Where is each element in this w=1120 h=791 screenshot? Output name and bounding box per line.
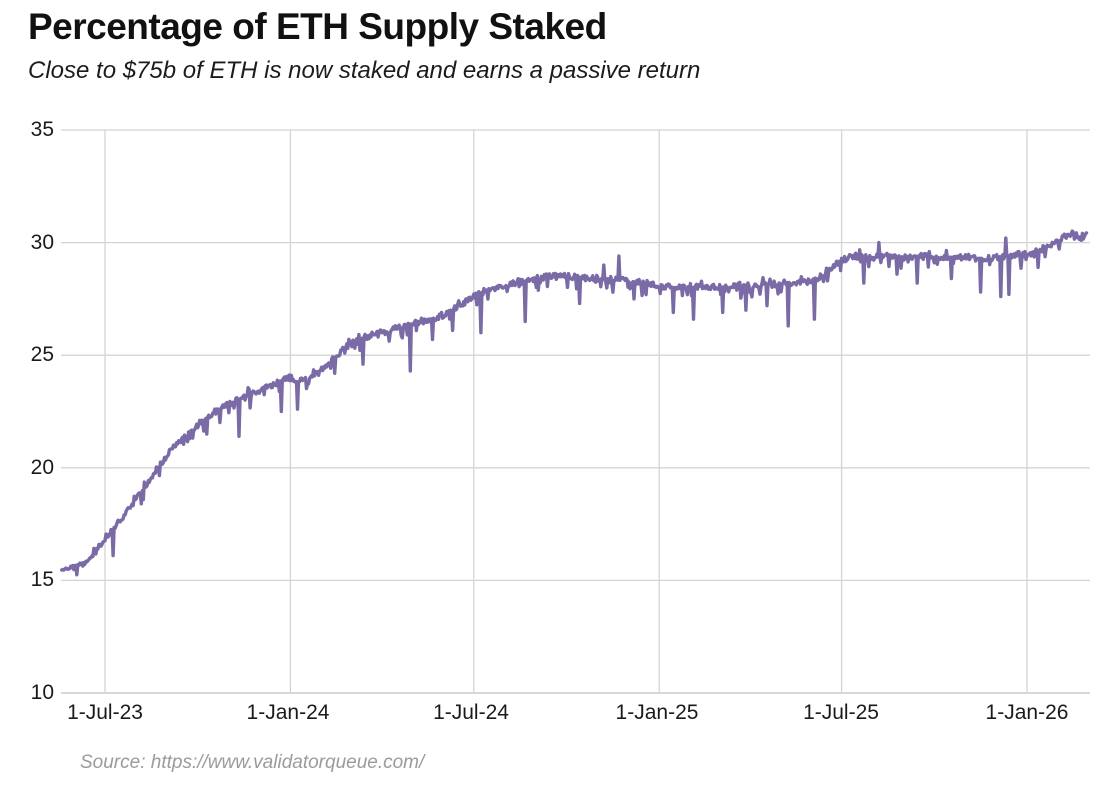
chart-title: Percentage of ETH Supply Staked [28, 6, 607, 47]
y-tick-35: 35 [30, 118, 54, 141]
y-tick-30: 30 [30, 231, 54, 254]
x-tick-jul23: 1-Jul-23 [67, 701, 143, 724]
source-note: Source: https://www.validatorqueue.com/ [80, 752, 425, 773]
x-tick-jul25: 1-Jul-25 [803, 701, 879, 724]
staked-percentage-line [60, 229, 1089, 577]
x-tick-jul24: 1-Jul-24 [433, 701, 509, 724]
x-tick-jan24: 1-Jan-24 [246, 701, 330, 724]
y-tick-10: 10 [30, 681, 54, 704]
y-tick-20: 20 [30, 456, 54, 479]
x-tick-jan26: 1-Jan-26 [985, 701, 1069, 724]
y-tick-15: 15 [30, 568, 54, 591]
chart-subtitle: Close to $75b of ETH is now staked and e… [28, 57, 701, 84]
x-tick-jan25: 1-Jan-25 [615, 701, 699, 724]
y-tick-25: 25 [30, 343, 54, 366]
